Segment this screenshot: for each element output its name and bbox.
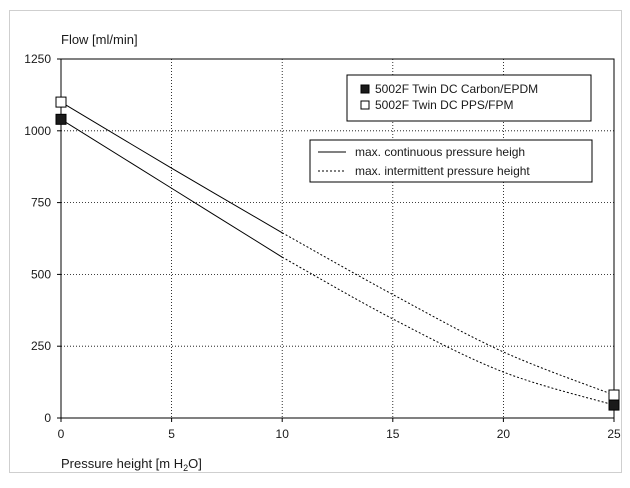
legend-item-carbon-epdm: 5002F Twin DC Carbon/EPDM: [375, 82, 538, 96]
legend-lines: max. continuous pressure heigh max. inte…: [309, 139, 593, 183]
legend-markers: 5002F Twin DC Carbon/EPDM 5002F Twin DC …: [346, 74, 592, 122]
x-tick-label: 0: [58, 427, 65, 441]
series-2-marker: [608, 389, 620, 401]
x-tick-label: 10: [276, 427, 290, 441]
legend-lines-box: [309, 139, 593, 183]
x-axis-label-end: O]: [188, 456, 202, 471]
legend-intermittent-label: max. intermittent pressure height: [355, 164, 530, 178]
series-1-marker: [608, 399, 620, 411]
x-tick-label: 20: [497, 427, 511, 441]
y-tick-label: 1000: [24, 124, 51, 138]
x-tick-label: 15: [386, 427, 400, 441]
x-tick-label: 5: [168, 427, 175, 441]
y-tick-label: 0: [44, 411, 51, 425]
legend-filled-square: [360, 84, 370, 94]
x-axis-label-main: Pressure height [m H: [61, 456, 183, 471]
x-tick-label: 25: [607, 427, 621, 441]
y-tick-label: 1250: [24, 52, 51, 66]
x-tick-labels: 0 5 10 15 20 25: [58, 418, 621, 441]
series-2-intermittent-line: [281, 232, 615, 396]
series-1-continuous-line: [60, 118, 283, 258]
series-markers: [55, 96, 620, 411]
legend-continuous-label: max. continuous pressure heigh: [355, 145, 525, 159]
series-lines: [60, 101, 615, 406]
grid: [61, 59, 614, 418]
y-tick-label: 250: [31, 339, 51, 353]
series-2-continuous-line: [60, 101, 283, 234]
series-2-marker: [55, 96, 67, 108]
series-1-marker: [55, 113, 67, 125]
series-1-intermittent-line: [281, 256, 615, 406]
y-tick-label: 750: [31, 196, 51, 210]
x-axis-label: Pressure height [m H2O]: [61, 456, 202, 473]
x-axis-label-subscript: 2: [183, 463, 188, 473]
legend-item-pps-fpm: 5002F Twin DC PPS/FPM: [375, 98, 514, 112]
plot-border: [60, 58, 615, 419]
y-tick-labels: 0 250 500 750 1000 1250: [24, 52, 61, 425]
legend-open-square: [360, 100, 370, 110]
legend-markers-box: [346, 74, 592, 122]
outer-border: [9, 10, 622, 473]
y-axis-label: Flow [ml/min]: [61, 32, 138, 47]
y-tick-label: 500: [31, 267, 51, 281]
